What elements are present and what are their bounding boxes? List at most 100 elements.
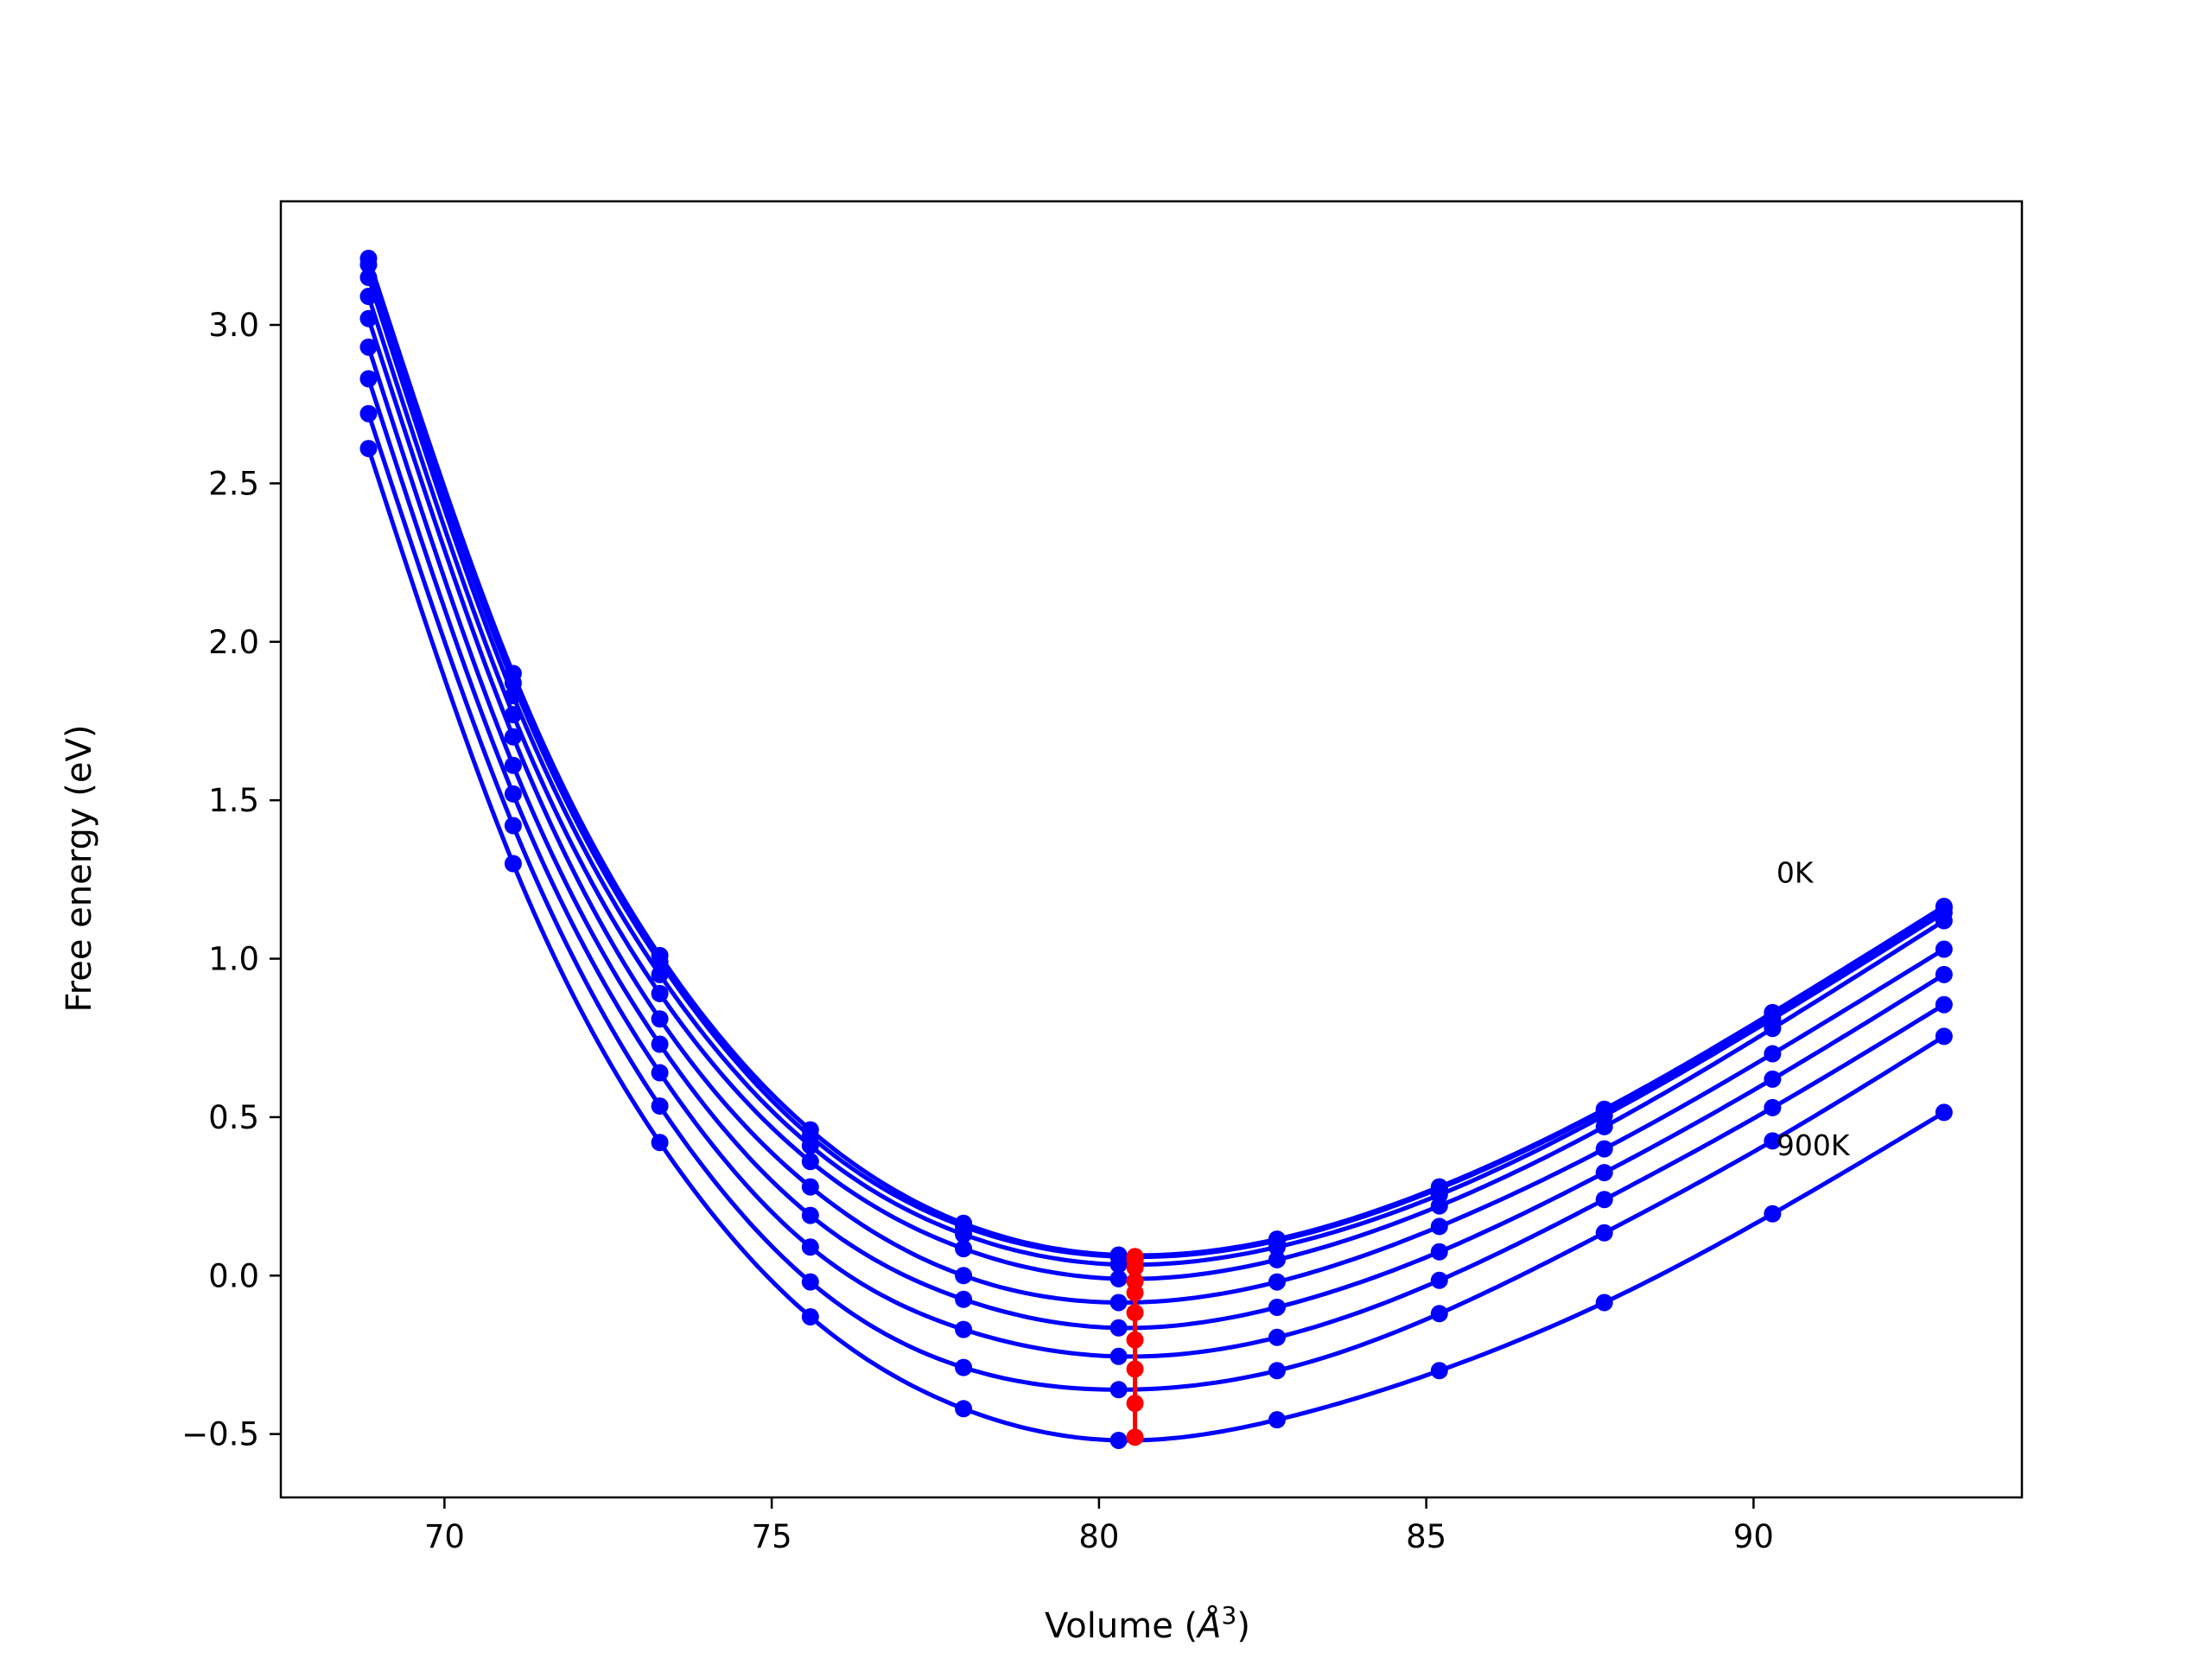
annotations: 0K 900K <box>1777 856 1851 1162</box>
minima-layer <box>1126 1248 1144 1446</box>
data-point <box>1935 1027 1953 1046</box>
data-point <box>359 440 378 458</box>
data-point <box>651 984 669 1002</box>
data-point <box>1109 1381 1128 1399</box>
series-curve-5 <box>366 317 1946 1306</box>
x-axis-label: Volume (Å3) <box>1045 1601 1250 1646</box>
data-point <box>1268 1362 1286 1380</box>
data-point <box>955 1290 973 1308</box>
x-tick-label: 85 <box>1406 1518 1446 1555</box>
y-tick-label: 1.0 <box>208 941 259 978</box>
data-point <box>1268 1238 1286 1256</box>
data-point <box>1430 1305 1448 1323</box>
data-point <box>651 1064 669 1082</box>
data-point <box>1268 1298 1286 1316</box>
y-tick-label: 0.5 <box>208 1099 259 1136</box>
data-points-layer <box>359 250 1953 1449</box>
data-point <box>1109 1319 1128 1337</box>
series-curve-9 <box>366 448 1946 1443</box>
y-tick-label: 0.0 <box>208 1257 259 1294</box>
data-point <box>359 338 378 356</box>
data-point <box>801 1273 819 1291</box>
data-point <box>955 1358 973 1376</box>
data-point <box>1764 1098 1782 1116</box>
data-point <box>1109 1294 1128 1312</box>
data-point <box>1595 1164 1613 1182</box>
data-point <box>359 288 378 306</box>
data-point <box>504 785 522 803</box>
data-point <box>955 1400 973 1418</box>
x-tick-label: 90 <box>1733 1518 1774 1555</box>
data-point <box>359 404 378 423</box>
data-point <box>651 953 669 971</box>
data-point <box>1430 1197 1448 1215</box>
data-point <box>504 756 522 774</box>
data-point <box>1109 1255 1128 1274</box>
y-tick-label: −0.5 <box>181 1416 259 1453</box>
x-axis-label-text: Volume ( <box>1045 1606 1198 1646</box>
data-point <box>1935 995 1953 1014</box>
data-point <box>1935 965 1953 983</box>
data-point <box>1430 1243 1448 1261</box>
x-axis-label-exponent: 3 <box>1222 1601 1237 1630</box>
data-point <box>1268 1328 1286 1346</box>
data-point <box>359 269 378 287</box>
y-axis-label: Free energy (eV) <box>60 725 99 1013</box>
data-point <box>801 1136 819 1154</box>
data-point <box>1764 1070 1782 1088</box>
data-point <box>504 817 522 835</box>
data-point <box>801 1307 819 1325</box>
series-curve-2 <box>366 264 1946 1260</box>
y-tick-label: 3.0 <box>208 307 259 344</box>
minimum-point <box>1126 1331 1144 1349</box>
x-axis-ticks: 70 75 80 85 90 <box>424 1497 1774 1555</box>
data-point <box>504 687 522 705</box>
minimum-point <box>1126 1284 1144 1302</box>
data-point <box>1595 1117 1613 1135</box>
data-point <box>504 706 522 724</box>
data-point <box>801 1238 819 1256</box>
data-point <box>1430 1271 1448 1289</box>
data-point <box>1935 912 1953 930</box>
series-curve-4 <box>366 296 1946 1281</box>
data-point <box>1595 1140 1613 1158</box>
data-point <box>801 1206 819 1224</box>
data-point <box>1430 1217 1448 1236</box>
series-curve-3 <box>366 276 1946 1268</box>
data-point <box>801 1178 819 1196</box>
data-point <box>1109 1269 1128 1287</box>
data-point <box>1109 1431 1128 1449</box>
data-point <box>1764 1045 1782 1063</box>
data-point <box>504 674 522 692</box>
x-tick-label: 80 <box>1078 1518 1119 1555</box>
data-point <box>504 728 522 746</box>
minimum-point <box>1126 1259 1144 1277</box>
data-point <box>1935 940 1953 958</box>
series-curve-8 <box>366 412 1946 1392</box>
data-point <box>1268 1273 1286 1291</box>
data-point <box>1595 1224 1613 1242</box>
data-point <box>801 1153 819 1171</box>
x-tick-label: 75 <box>752 1518 792 1555</box>
data-point <box>955 1225 973 1243</box>
y-axis-ticks: −0.5 0.0 0.5 1.0 1.5 2.0 2.5 3.0 <box>181 307 281 1453</box>
x-tick-label: 70 <box>424 1518 465 1555</box>
data-point <box>359 309 378 327</box>
minimum-point <box>1126 1304 1144 1322</box>
minimum-point <box>1126 1395 1144 1413</box>
data-point <box>1268 1250 1286 1268</box>
data-point <box>504 855 522 873</box>
data-point <box>1764 1205 1782 1223</box>
temperature-annotation: 900K <box>1777 1128 1851 1162</box>
series-curve-6 <box>366 346 1946 1331</box>
x-axis-label-close: ) <box>1236 1606 1250 1646</box>
data-point <box>1109 1347 1128 1365</box>
y-tick-label: 2.0 <box>208 624 259 661</box>
plot-frame <box>279 200 2024 1499</box>
data-point <box>955 1267 973 1285</box>
data-point <box>651 1010 669 1028</box>
temperature-annotation: 0K <box>1777 856 1815 890</box>
data-point <box>651 1035 669 1053</box>
